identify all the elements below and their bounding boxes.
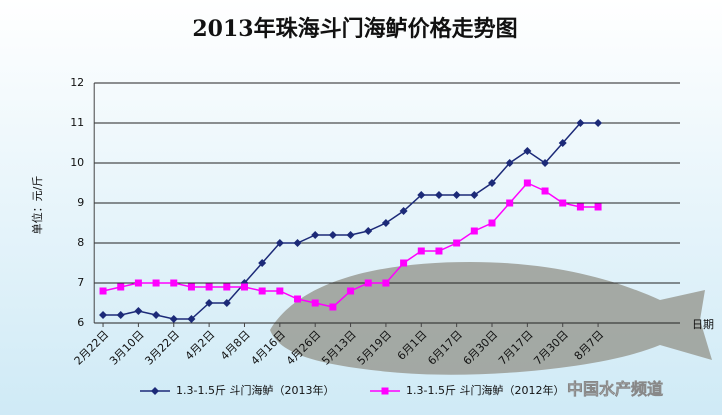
point (311, 299, 319, 307)
point (488, 219, 496, 227)
point (435, 247, 443, 255)
point (576, 203, 584, 211)
point (381, 387, 389, 395)
point (293, 239, 302, 247)
point (470, 191, 479, 199)
point (364, 227, 373, 235)
point (347, 287, 355, 295)
point (275, 239, 284, 247)
point (134, 279, 142, 287)
point (594, 203, 602, 211)
point (434, 191, 443, 199)
y-tick-label: 8 (77, 236, 84, 249)
point (223, 283, 231, 291)
point (116, 311, 125, 319)
y-tick-label: 9 (77, 196, 84, 209)
point (558, 139, 567, 147)
y-tick-label: 10 (70, 156, 84, 169)
point (541, 159, 550, 167)
fish-image (270, 262, 712, 375)
point (576, 119, 585, 127)
point (276, 287, 284, 295)
point (205, 299, 214, 307)
point (417, 191, 426, 199)
y-tick-label: 7 (77, 276, 84, 289)
point (399, 207, 408, 215)
point (240, 283, 248, 291)
point (382, 279, 390, 287)
y-tick-label: 6 (77, 316, 84, 329)
y-tick-label: 12 (70, 76, 84, 89)
point (152, 279, 160, 287)
point (311, 231, 320, 239)
point (117, 283, 125, 291)
point (99, 311, 108, 319)
point (523, 179, 531, 187)
point (151, 387, 159, 395)
point (329, 303, 337, 311)
y-axis-label: 单位：元/斤 (30, 176, 44, 235)
point (506, 199, 514, 207)
point (594, 119, 603, 127)
watermark: 中国水产频道 (567, 380, 663, 399)
point (400, 259, 408, 267)
point (170, 279, 178, 287)
point (505, 159, 514, 167)
point (541, 187, 549, 195)
point (187, 283, 195, 291)
point (523, 147, 532, 155)
point (364, 279, 372, 287)
point (258, 259, 267, 267)
legend-label: 1.3-1.5斤 斗门海鲈（2013年） (176, 383, 334, 397)
chart-title: 2013年珠海斗门海鲈价格走势图 (192, 16, 517, 42)
point (559, 199, 567, 207)
x-axis-label: 日期 (692, 318, 714, 331)
point (328, 231, 337, 239)
point (470, 227, 478, 235)
point (258, 287, 266, 295)
point (169, 315, 178, 323)
point (417, 247, 425, 255)
point (452, 191, 461, 199)
legend-label: 1.3-1.5斤 斗门海鲈（2012年） (406, 383, 564, 397)
point (152, 311, 161, 319)
point (222, 299, 231, 307)
y-tick-label: 11 (70, 116, 84, 129)
point (453, 239, 461, 247)
point (346, 231, 355, 239)
point (381, 219, 390, 227)
point (294, 295, 302, 303)
point (99, 287, 107, 295)
point (187, 315, 196, 323)
point (134, 307, 143, 315)
point (205, 283, 213, 291)
point (488, 179, 496, 187)
